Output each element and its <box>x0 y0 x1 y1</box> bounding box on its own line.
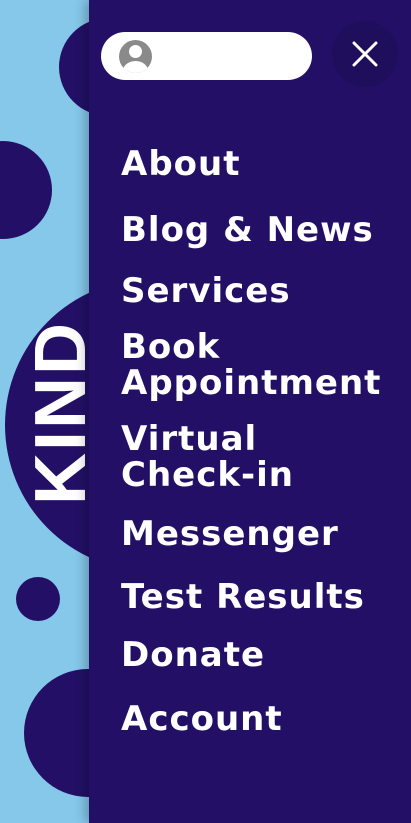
close-menu-button[interactable] <box>332 21 398 87</box>
menu-item-services[interactable]: Services <box>121 273 291 309</box>
menu-item-label-line2: Check-in <box>121 455 294 495</box>
user-avatar-icon <box>119 40 152 73</box>
menu-item-label: About <box>121 144 241 184</box>
menu-item-virtual-check-in[interactable]: Virtual Check-in <box>121 421 294 493</box>
side-menu-panel: About Blog & News Services Book Appointm… <box>89 0 411 823</box>
menu-item-label-line2: Appointment <box>121 363 382 403</box>
profile-button[interactable] <box>101 32 312 80</box>
menu-item-donate[interactable]: Donate <box>121 637 265 673</box>
decorative-circle <box>16 577 60 621</box>
menu-item-messenger[interactable]: Messenger <box>121 516 339 552</box>
menu-item-label: Blog & News <box>121 210 374 250</box>
menu-item-label: Services <box>121 271 291 311</box>
menu-item-label: Book <box>121 327 221 367</box>
menu-item-about[interactable]: About <box>121 146 240 182</box>
menu-item-label: Virtual <box>121 419 258 459</box>
decorative-circle <box>0 141 52 239</box>
menu-item-label: Account <box>121 699 283 739</box>
menu-item-label: Test Results <box>121 577 365 617</box>
menu-item-blog-news[interactable]: Blog & News <box>121 212 374 248</box>
menu-item-test-results[interactable]: Test Results <box>121 579 365 615</box>
menu-item-label: Messenger <box>121 514 339 554</box>
menu-item-book-appointment[interactable]: Book Appointment <box>121 329 381 401</box>
menu-item-label: Donate <box>121 635 266 675</box>
close-icon <box>352 41 378 67</box>
background-brand-word: KIND <box>21 321 101 505</box>
menu-item-account[interactable]: Account <box>121 701 283 737</box>
